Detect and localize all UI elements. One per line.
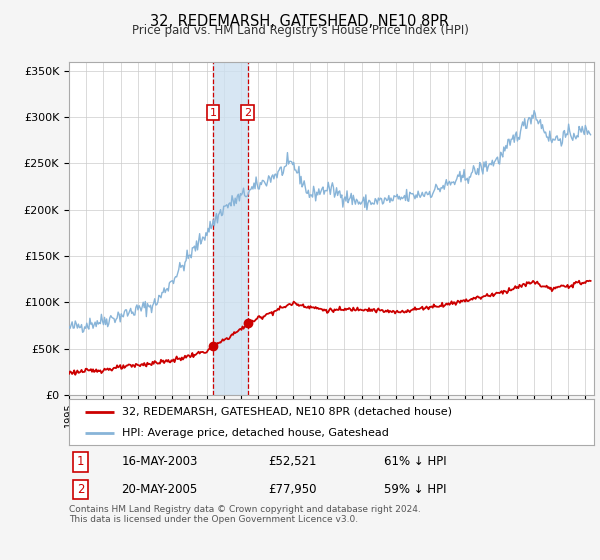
Text: 1: 1 xyxy=(209,108,217,118)
Text: Contains HM Land Registry data © Crown copyright and database right 2024.: Contains HM Land Registry data © Crown c… xyxy=(69,505,421,514)
Text: This data is licensed under the Open Government Licence v3.0.: This data is licensed under the Open Gov… xyxy=(69,515,358,524)
Bar xyxy=(213,62,248,395)
Text: 2: 2 xyxy=(77,483,84,496)
Text: HPI: Average price, detached house, Gateshead: HPI: Average price, detached house, Gate… xyxy=(121,428,388,438)
Text: 1: 1 xyxy=(77,455,84,469)
Text: 16-MAY-2003: 16-MAY-2003 xyxy=(121,455,198,469)
Text: 32, REDEMARSH, GATESHEAD, NE10 8PR (detached house): 32, REDEMARSH, GATESHEAD, NE10 8PR (deta… xyxy=(121,407,452,417)
Text: £52,521: £52,521 xyxy=(269,455,317,469)
Text: £77,950: £77,950 xyxy=(269,483,317,496)
Text: Price paid vs. HM Land Registry's House Price Index (HPI): Price paid vs. HM Land Registry's House … xyxy=(131,24,469,37)
Text: 61% ↓ HPI: 61% ↓ HPI xyxy=(384,455,446,469)
Text: 20-MAY-2005: 20-MAY-2005 xyxy=(121,483,198,496)
Text: 59% ↓ HPI: 59% ↓ HPI xyxy=(384,483,446,496)
Text: 2: 2 xyxy=(244,108,251,118)
Text: 32, REDEMARSH, GATESHEAD, NE10 8PR: 32, REDEMARSH, GATESHEAD, NE10 8PR xyxy=(151,14,449,29)
